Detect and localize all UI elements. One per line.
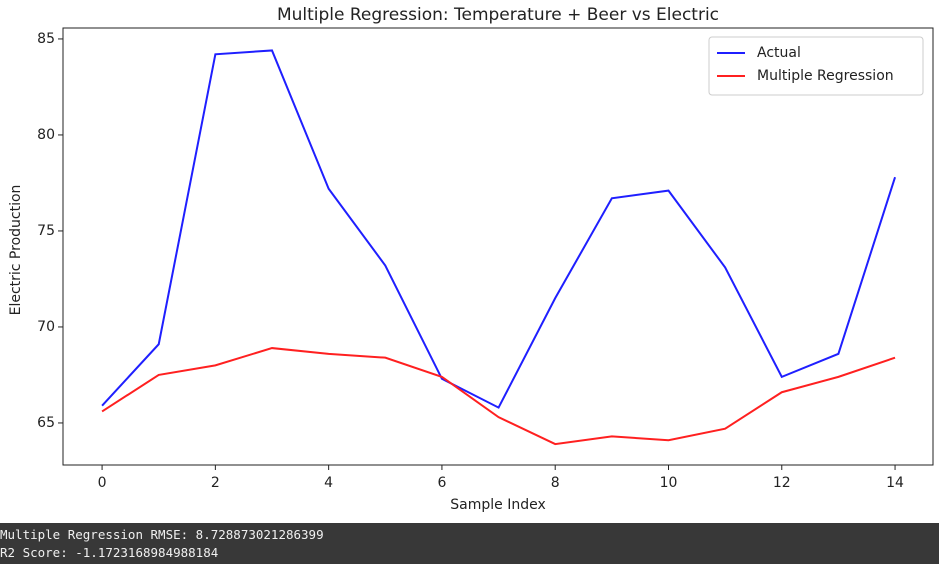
y-tick-label: 70 <box>37 319 55 335</box>
y-tick-label: 65 <box>37 415 55 431</box>
plot-frame <box>62 27 934 466</box>
x-tick-label: 12 <box>773 475 791 491</box>
line-series <box>101 49 897 409</box>
x-tick-label: 10 <box>660 475 678 491</box>
legend-label: Multiple Regression <box>757 68 894 84</box>
output-line: R2 Score: -1.1723168984988184 <box>0 545 219 560</box>
y-axis-label: Electric Production <box>8 185 24 316</box>
x-tick-label: 0 <box>98 475 107 491</box>
x-tick-label: 14 <box>886 475 904 491</box>
legend-label: Actual <box>757 45 801 61</box>
y-tick-label: 85 <box>37 31 55 47</box>
x-tick-label: 6 <box>437 475 446 491</box>
x-axis-label: Sample Index <box>450 497 545 513</box>
x-tick-label: 4 <box>324 475 333 491</box>
line-series <box>101 347 896 446</box>
x-tick-label: 8 <box>551 475 560 491</box>
x-tick-label: 2 <box>211 475 220 491</box>
legend-box <box>708 36 924 96</box>
chart-title: Multiple Regression: Temperature + Beer … <box>277 5 719 25</box>
output-line: Multiple Regression RMSE: 8.728873021286… <box>0 527 324 542</box>
chart: Multiple Regression: Temperature + Beer … <box>8 5 934 513</box>
y-tick-label: 75 <box>37 223 55 239</box>
console-output: Multiple Regression RMSE: 8.728873021286… <box>0 523 939 564</box>
y-tick-label: 80 <box>37 127 55 143</box>
